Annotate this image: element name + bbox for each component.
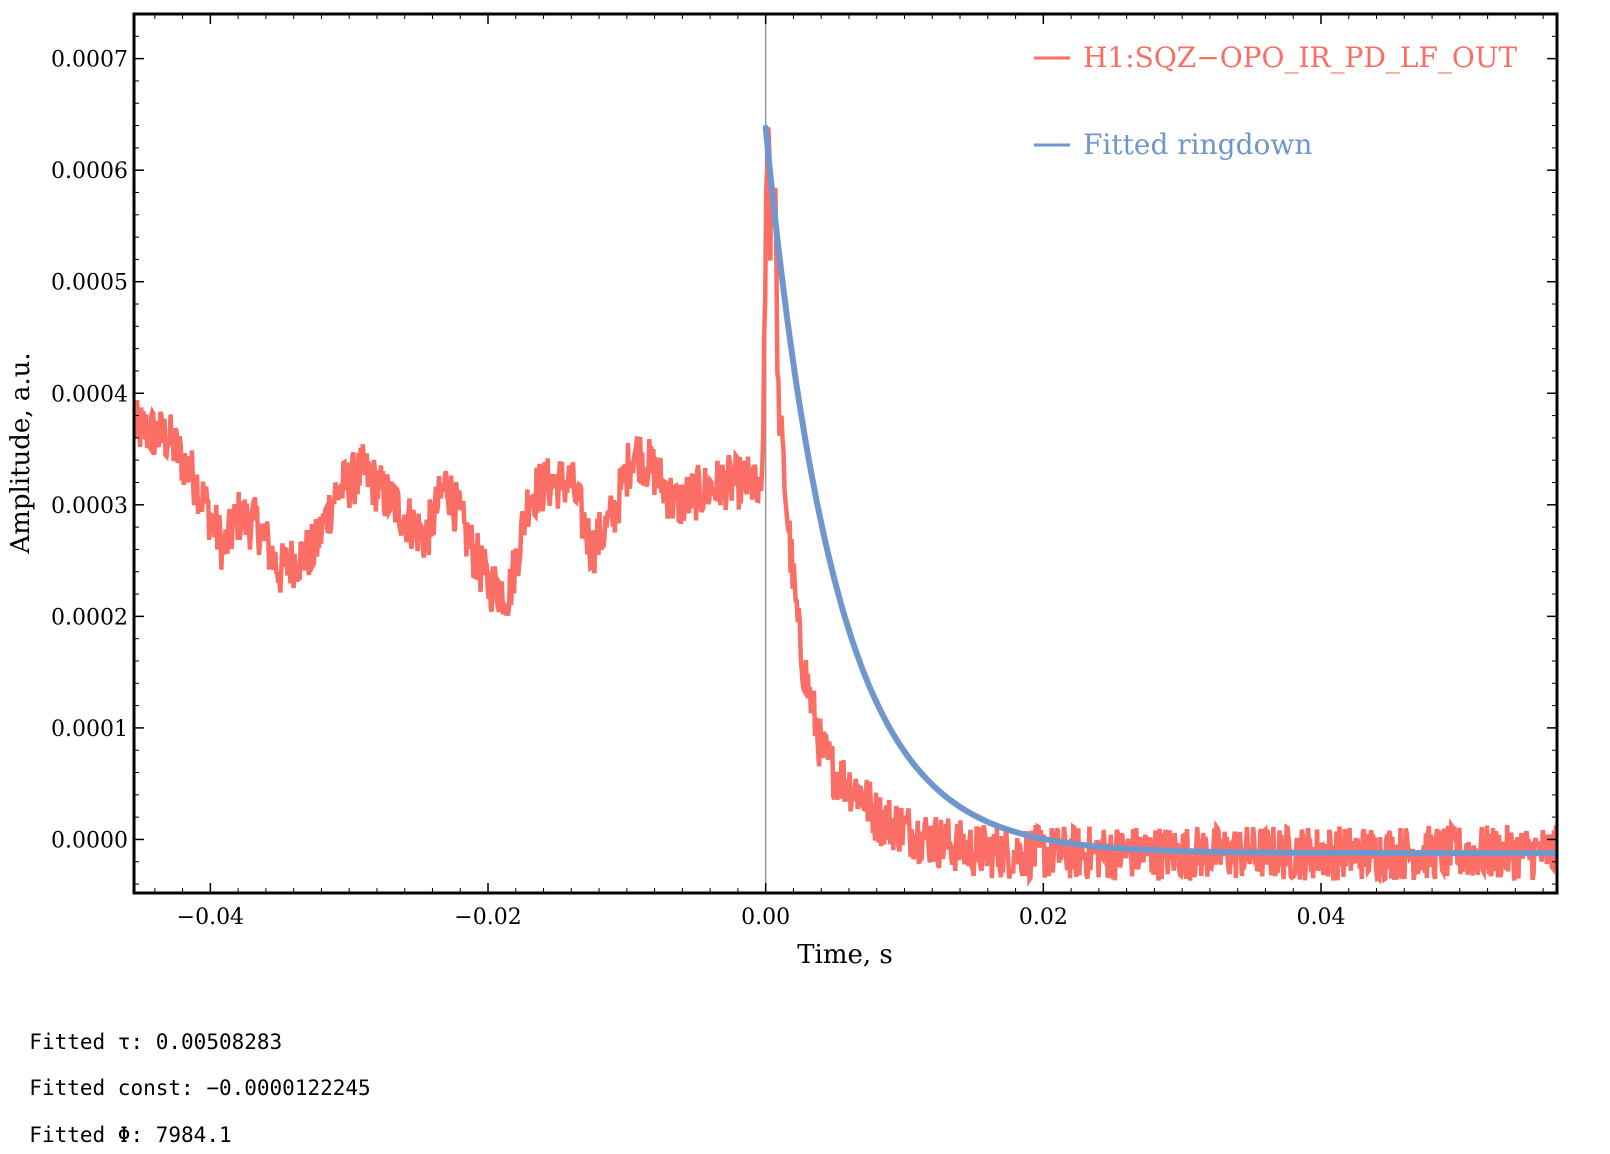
y-tick-label: 0.0003 (51, 494, 128, 519)
readout-tau-label: Fitted τ: (29, 1030, 144, 1054)
y-tick-label: 0.0006 (51, 159, 128, 184)
x-tick-label: 0.02 (1019, 905, 1068, 930)
y-tick-label: 0.0007 (51, 48, 128, 73)
x-tick-label: −0.02 (454, 905, 521, 930)
y-tick-label: 0.0004 (51, 382, 128, 407)
readout-const: Fitted const: −0.0000122245 (4, 1052, 371, 1100)
readout-phi-label: Fitted Φ: (29, 1123, 144, 1147)
y-axis-title: Amplitude, a.u. (6, 352, 36, 554)
signal-series-group (134, 127, 1557, 887)
x-tick-label: 0.00 (741, 905, 790, 930)
ringdown-chart: −0.04 −0.02 0.00 0.02 0.04 0.00000.00010.000… (6, 12, 1559, 970)
x-axis: −0.04 −0.02 0.00 0.02 0.04 (154, 14, 1544, 930)
readout-tau: Fitted τ: 0.00508283 (4, 1006, 282, 1054)
readout-phi: Fitted Φ: 7984.1 (4, 1099, 232, 1147)
signal-line (134, 127, 1557, 887)
y-tick-label: 0.0001 (51, 717, 128, 742)
fit-line (762, 124, 1557, 857)
fit-series-group (762, 124, 1557, 857)
legend: H1:SQZ−OPO_IR_PD_LF_OUT Fitted ringdown (1034, 41, 1517, 161)
readout-phi-value: 7984.1 (155, 1123, 232, 1147)
legend-label-fit: Fitted ringdown (1083, 128, 1312, 161)
plot-frame (132, 12, 1559, 895)
x-tick-label: 0.04 (1296, 905, 1345, 930)
readout-const-label: Fitted const: (29, 1076, 194, 1100)
x-axis-title: Time, s (797, 940, 893, 970)
x-tick-label: −0.04 (177, 905, 244, 930)
legend-label-signal: H1:SQZ−OPO_IR_PD_LF_OUT (1083, 41, 1517, 74)
y-axis: 0.0000 0.0001 0.0002 0.0003 0.0004 0.0005 0.00… (51, 35, 1557, 885)
y-tick-label: 0.0005 (51, 271, 128, 296)
y-tick-label: 0.0002 (51, 605, 128, 630)
y-tick-label: 0.0000 (51, 828, 128, 853)
readout-const-value: −0.0000122245 (206, 1076, 371, 1100)
readout-tau-value: 0.00508283 (155, 1030, 283, 1054)
